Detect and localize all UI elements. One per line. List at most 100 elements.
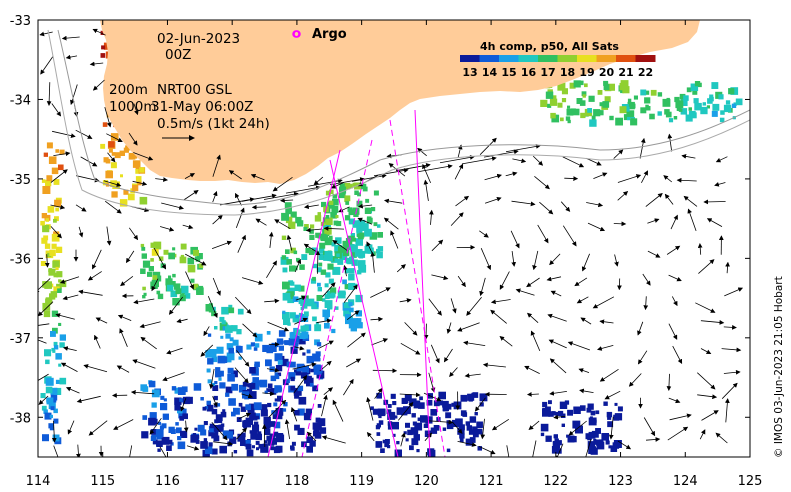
sst-pixel — [339, 186, 347, 194]
sst-pixel — [135, 169, 141, 174]
sst-pixel — [352, 237, 356, 242]
current-arrow — [547, 313, 567, 322]
sst-pixel — [174, 387, 181, 394]
sst-pixel — [220, 335, 224, 339]
current-arrow — [346, 310, 360, 321]
sst-pixel — [587, 441, 595, 449]
current-arrow — [55, 313, 75, 320]
sst-pixel — [377, 246, 384, 252]
sst-pixel — [192, 433, 197, 437]
sst-pixel — [681, 99, 688, 106]
sst-pixel — [351, 259, 358, 266]
depth-contour-200m — [57, 29, 750, 206]
sst-pixel — [294, 393, 300, 399]
sst-pixel — [619, 106, 627, 114]
sst-pixel — [219, 382, 226, 389]
colorbar-swatch — [557, 55, 578, 62]
sst-pixel — [250, 342, 255, 347]
sst-pixel — [283, 317, 291, 325]
sst-pixel — [325, 190, 331, 196]
sst-pixel — [238, 402, 243, 407]
current-arrow — [383, 217, 399, 230]
x-tick-label: 118 — [284, 474, 309, 489]
sst-pixel — [328, 200, 334, 205]
sst-pixel — [693, 98, 699, 104]
current-arrow — [203, 326, 210, 337]
current-arrow — [316, 318, 332, 324]
sst-pixel — [253, 421, 259, 426]
sst-pixel — [350, 318, 358, 326]
current-arrow — [266, 367, 280, 373]
sst-pixel — [595, 410, 600, 415]
current-arrow — [212, 396, 218, 408]
sst-pixel — [213, 395, 218, 401]
current-arrow — [212, 214, 223, 225]
sst-pixel — [282, 408, 287, 412]
sst-pixel — [139, 196, 148, 205]
sst-pixel — [442, 406, 448, 412]
sst-pixel — [580, 405, 586, 411]
sst-pixel — [53, 345, 59, 350]
sst-pixel — [589, 416, 593, 420]
current-arrow — [95, 317, 108, 324]
sst-pixel — [262, 446, 269, 453]
current-arrow — [338, 206, 350, 213]
sst-pixel — [308, 249, 315, 255]
sst-pixel — [218, 377, 222, 381]
sst-pixel — [387, 445, 391, 449]
current-arrow — [721, 382, 738, 399]
current-arrow — [637, 350, 648, 365]
current-arrow — [129, 445, 133, 457]
colorbar-swatch — [635, 55, 656, 62]
current-arrow — [120, 275, 134, 287]
sst-pixel — [725, 100, 731, 105]
sst-pixel — [598, 110, 602, 114]
sst-pixel — [316, 342, 322, 347]
x-tick-label: 116 — [155, 474, 180, 489]
current-arrow — [639, 137, 646, 159]
sst-pixel — [446, 448, 451, 453]
sst-pixel — [387, 425, 392, 430]
y-tick-label: -33 — [10, 14, 31, 29]
current-arrow — [697, 372, 716, 390]
current-arrow — [128, 132, 138, 146]
sst-pixel — [217, 355, 226, 364]
current-arrow — [65, 54, 78, 60]
current-arrow — [250, 173, 265, 181]
sst-pixel — [377, 224, 381, 228]
sst-pixel — [378, 420, 384, 425]
current-arrow — [583, 438, 592, 457]
sst-pixel — [135, 176, 142, 182]
colorbar-swatch — [518, 55, 539, 62]
current-arrow — [424, 432, 433, 442]
sst-pixel — [472, 431, 479, 438]
sst-pixel — [692, 89, 698, 95]
sst-pixel — [231, 370, 238, 378]
sst-pixel — [254, 333, 263, 342]
sst-pixel — [588, 446, 596, 454]
current-arrow — [505, 144, 541, 153]
sst-pixel — [373, 190, 379, 196]
current-arrow — [104, 200, 122, 214]
sst-pixel — [387, 404, 392, 408]
sst-pixel — [348, 183, 353, 189]
sst-pixel — [132, 160, 141, 168]
current-arrow — [321, 435, 346, 444]
sst-pixel — [679, 93, 686, 100]
current-arrow — [267, 321, 290, 332]
sst-pixel — [707, 98, 713, 104]
sst-pixel — [305, 408, 312, 415]
sst-pixel — [349, 307, 354, 313]
sst-pixel — [276, 338, 284, 345]
current-arrow — [51, 420, 57, 443]
current-arrow — [211, 421, 228, 441]
sst-pixel — [142, 286, 146, 291]
sst-pixel — [269, 421, 276, 427]
sst-pixel — [108, 141, 115, 148]
sst-pixel — [343, 302, 350, 309]
sst-pixel — [50, 394, 58, 401]
current-arrow — [578, 368, 590, 373]
sst-pixel — [248, 403, 256, 411]
sst-pixel — [163, 249, 169, 255]
plot-frame — [37, 19, 751, 458]
